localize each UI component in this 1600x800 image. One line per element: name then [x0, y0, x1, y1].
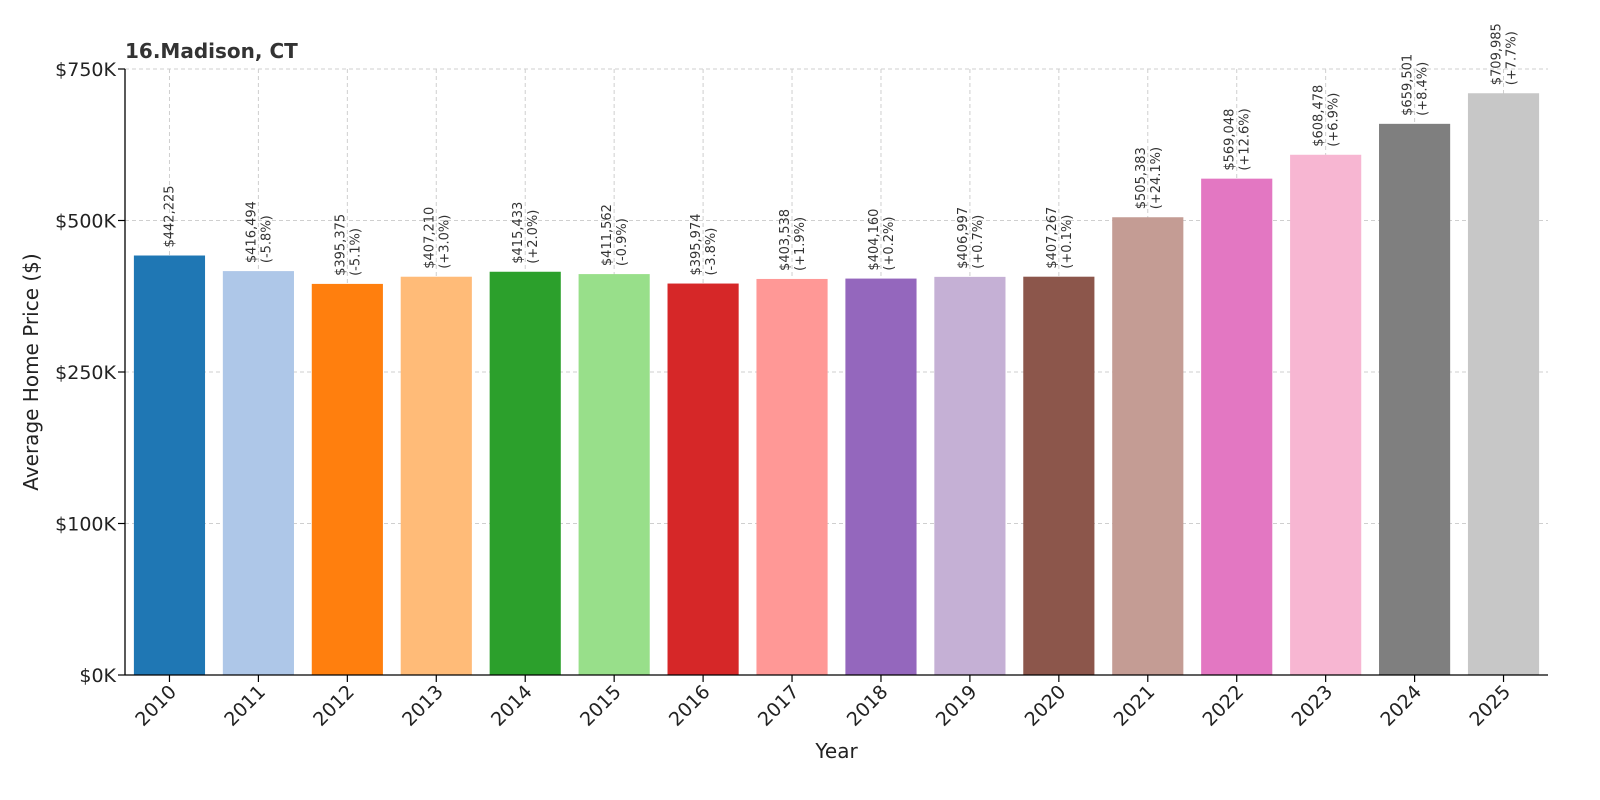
data-label-2017: $403,538 (+1.9%) — [778, 209, 808, 271]
value-label: $403,538 — [778, 209, 793, 271]
value-label: $415,433 — [511, 202, 526, 264]
x-tick-label: 2018 — [843, 681, 893, 731]
data-label-2015: $411,562 (-0.9%) — [600, 204, 630, 266]
x-axis-title: Year — [814, 739, 858, 763]
data-label-2025: $709,985 (+7.7%) — [1490, 23, 1520, 85]
bar-2014 — [489, 271, 561, 675]
x-tick-label: 2021 — [1110, 681, 1160, 731]
bar-2023 — [1290, 154, 1362, 675]
value-label: $404,160 — [867, 209, 882, 271]
bar-2010 — [133, 255, 206, 675]
data-label-2018: $404,160 (+0.2%) — [867, 209, 897, 271]
bar-2025 — [1467, 93, 1540, 676]
change-label: (+2.0%) — [526, 210, 541, 264]
value-label: $406,997 — [956, 207, 971, 269]
x-tick-label: 2024 — [1376, 681, 1426, 731]
value-label: $395,974 — [689, 214, 704, 276]
bar-2024 — [1379, 123, 1451, 675]
y-tick-label: $500K — [55, 211, 116, 233]
value-label: $442,225 — [162, 185, 177, 247]
x-tick-label: 2015 — [576, 681, 626, 731]
change-label: (-0.9%) — [615, 218, 630, 266]
change-label: (+8.4%) — [1416, 62, 1431, 116]
y-ticks-layer: $0K $100K $250K $500K $750K — [55, 59, 125, 687]
change-label: (-5.8%) — [259, 215, 274, 263]
bar-2012 — [311, 283, 383, 675]
data-label-2023: $608,478 (+6.9%) — [1312, 85, 1342, 147]
bar-2022 — [1201, 178, 1273, 675]
x-tick-label: 2020 — [1021, 681, 1071, 731]
data-label-2010: $442,225 — [162, 185, 177, 247]
bar-2015 — [578, 274, 650, 675]
x-tick-label: 2016 — [665, 681, 715, 731]
x-tick-label: 2014 — [487, 681, 537, 731]
change-label: (+6.9%) — [1327, 93, 1342, 147]
change-label: (+12.6%) — [1238, 108, 1253, 170]
data-label-2020: $407,267 (+0.1%) — [1045, 207, 1075, 269]
value-label: $659,501 — [1401, 54, 1416, 116]
value-label: $709,985 — [1490, 23, 1505, 85]
x-tick-label: 2025 — [1465, 681, 1515, 731]
value-label: $407,267 — [1045, 207, 1060, 269]
x-tick-label: 2022 — [1199, 681, 1249, 731]
x-tick-label: 2019 — [932, 681, 982, 731]
bar-2018 — [845, 278, 917, 675]
change-label: (+0.7%) — [971, 215, 986, 269]
x-tick-label: 2013 — [398, 681, 448, 731]
change-label: (+24.1%) — [1149, 147, 1164, 209]
data-label-2014: $415,433 (+2.0%) — [511, 202, 541, 264]
value-label: $505,383 — [1134, 147, 1149, 209]
value-label: $569,048 — [1223, 109, 1238, 171]
x-tick-label: 2011 — [220, 681, 270, 731]
y-tick-label: $250K — [55, 362, 116, 384]
data-label-2021: $505,383 (+24.1%) — [1134, 147, 1164, 209]
bar-2013 — [400, 276, 472, 675]
bar-2019 — [934, 276, 1006, 675]
x-tick-label: 2010 — [131, 681, 181, 731]
data-label-2011: $416,494 (-5.8%) — [244, 201, 274, 263]
value-label: $608,478 — [1312, 85, 1327, 147]
y-tick-label: $0K — [79, 665, 116, 687]
y-axis-title: Average Home Price ($) — [19, 253, 43, 490]
chart-title: 16.Madison, CT — [125, 39, 298, 63]
change-label: (+3.0%) — [437, 215, 452, 269]
value-label: $395,375 — [333, 214, 348, 276]
change-label: (+0.2%) — [882, 217, 897, 271]
y-tick-label: $100K — [55, 514, 116, 536]
bar-2016 — [667, 283, 739, 675]
bar-2021 — [1112, 217, 1184, 675]
change-label: (+0.1%) — [1060, 215, 1075, 269]
data-labels-layer: $442,225 $416,494 (-5.8%) $395,375 (-5.1%) $4… — [162, 23, 1519, 276]
y-tick-label: $750K — [55, 59, 116, 81]
value-label: $411,562 — [600, 204, 615, 266]
change-label: (+1.9%) — [793, 217, 808, 271]
data-label-2024: $659,501 (+8.4%) — [1401, 54, 1431, 116]
change-label: (-3.8%) — [704, 228, 719, 276]
bar-2017 — [756, 278, 828, 675]
bars-layer — [133, 93, 1540, 676]
value-label: $407,210 — [422, 207, 437, 269]
x-tick-label: 2017 — [754, 681, 804, 731]
data-label-2019: $406,997 (+0.7%) — [956, 207, 986, 269]
x-tick-label: 2023 — [1287, 681, 1337, 731]
x-ticks-layer: 2010 2011 2012 2013 2014 2015 2016 2017 2018 2019… — [131, 675, 1515, 731]
data-label-2012: $395,375 (-5.1%) — [333, 214, 363, 276]
change-label: (+7.7%) — [1505, 31, 1520, 85]
data-label-2013: $407,210 (+3.0%) — [422, 207, 452, 269]
bar-2011 — [222, 271, 294, 675]
change-label: (-5.1%) — [348, 228, 363, 276]
bar-2020 — [1023, 276, 1095, 675]
data-label-2016: $395,974 (-3.8%) — [689, 214, 719, 276]
value-label: $416,494 — [244, 201, 259, 263]
x-tick-label: 2012 — [309, 681, 359, 731]
data-label-2022: $569,048 (+12.6%) — [1223, 108, 1253, 170]
